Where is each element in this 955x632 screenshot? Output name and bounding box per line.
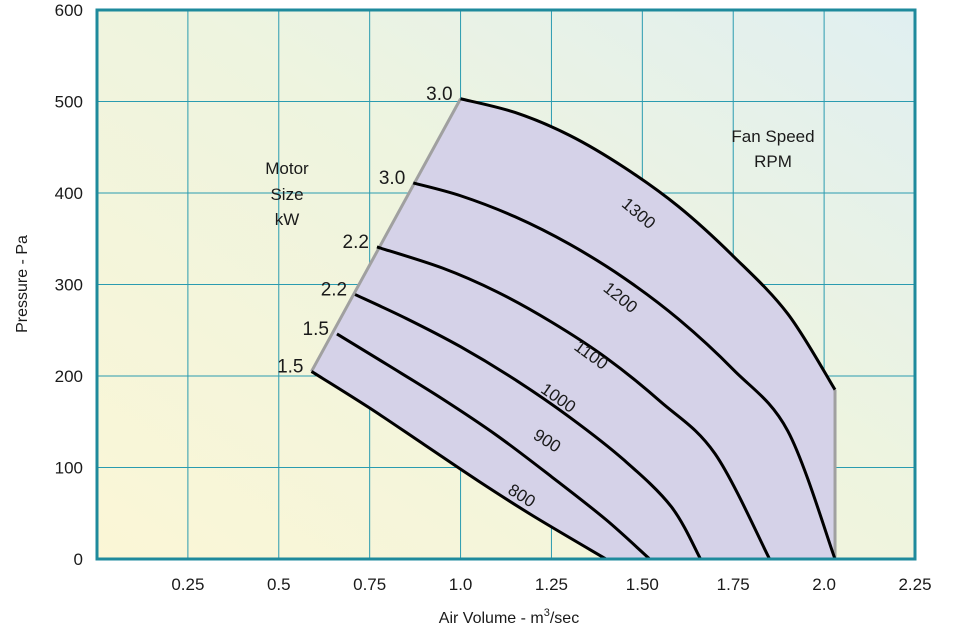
region-boundary [310,98,837,559]
rpm-curve-1300 [460,97,837,391]
x-tick-label: 0.25 [171,575,204,594]
motor-size-label: 3.0 [379,168,405,189]
rpm-curve-1100 [376,245,771,560]
x-tick-label: 1.0 [449,575,473,594]
x-axis-title-sup: 3 [544,607,550,619]
motor-size-label: 2.2 [343,232,369,253]
x-tick-label: 0.5 [267,575,291,594]
rpm-curve-800 [310,370,607,561]
rpm-curve-1200 [412,181,837,560]
x-tick-label: 1.50 [626,575,659,594]
x-tick-label: 2.25 [898,575,931,594]
fan-speed-curves [310,97,837,561]
fan-speed-title-line1: Fan Speed [731,127,814,146]
y-axis-title: Pressure - Pa [14,235,31,333]
motor-size-title-line1: Motor [265,159,309,178]
x-axis-title: Air Volume - m3/sec [439,607,579,627]
x-tick-label: 0.75 [353,575,386,594]
x-axis-title-main: Air Volume - m [439,610,544,627]
y-tick-label: 300 [55,276,83,295]
x-tick-label: 1.75 [717,575,750,594]
y-tick-label: 0 [74,550,83,569]
y-tick-label: 200 [55,367,83,386]
motor-size-label: 1.5 [277,356,303,377]
operating-region [311,98,836,559]
motor-size-label: 3.0 [426,84,452,105]
fan-speed-title-line2: RPM [754,152,792,171]
y-tick-label: 500 [55,93,83,112]
plot-frame [95,8,917,561]
motor-size-label: 2.2 [321,280,347,301]
motor-size-title-line3: kW [275,210,300,229]
y-tick-label: 400 [55,184,83,203]
rpm-curve-900 [336,332,651,561]
motor-size-labels: 1.51.5 2.2 2.2 3.0 3.0 [277,84,452,378]
x-tick-labels: 0.25 0.5 0.75 1.0 1.25 1.50 1.75 2.0 2.25 [171,575,931,594]
motor-size-title-line2: Size [270,185,303,204]
x-tick-label: 1.25 [535,575,568,594]
motor-size-label: 1.5 [303,319,329,340]
rpm-curve-1000 [354,293,702,560]
x-tick-label: 2.0 [812,575,836,594]
y-tick-label: 600 [55,1,83,20]
boundary-left-edge [310,98,462,373]
y-tick-labels: 0 100 200 300 400 500 600 [55,1,83,569]
x-axis-title-suffix: /sec [550,610,579,627]
y-tick-label: 100 [55,459,83,478]
